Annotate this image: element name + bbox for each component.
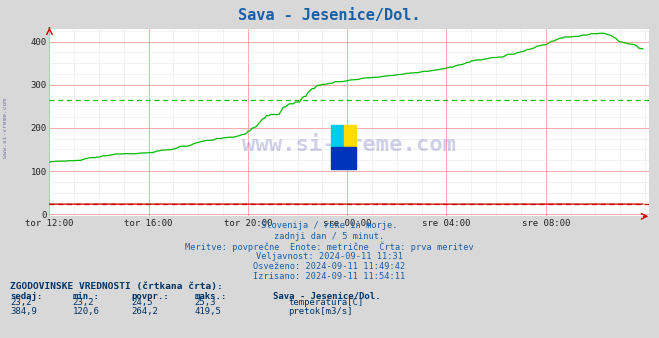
Text: Osveženo: 2024-09-11 11:49:42: Osveženo: 2024-09-11 11:49:42 [253,262,406,271]
Text: 384,9: 384,9 [10,307,37,316]
Text: pretok[m3/s]: pretok[m3/s] [288,307,353,316]
Text: 419,5: 419,5 [194,307,221,316]
Text: Sava - Jesenice/Dol.: Sava - Jesenice/Dol. [239,8,420,23]
Text: 264,2: 264,2 [132,307,159,316]
Text: Slovenija / reke in morje.: Slovenija / reke in morje. [261,221,398,231]
Text: www.si-vreme.com: www.si-vreme.com [3,98,8,159]
Bar [344,147,357,169]
Text: 25,3: 25,3 [194,298,216,308]
Text: www.si-vreme.com: www.si-vreme.com [243,135,456,155]
Text: 120,6: 120,6 [72,307,100,316]
Text: 23,2: 23,2 [72,298,94,308]
Text: zadnji dan / 5 minut.: zadnji dan / 5 minut. [274,232,385,241]
Text: Sava - Jesenice/Dol.: Sava - Jesenice/Dol. [273,292,381,301]
Text: temperatura[C]: temperatura[C] [288,298,363,308]
Text: ZGODOVINSKE VREDNOSTI (črtkana črta):: ZGODOVINSKE VREDNOSTI (črtkana črta): [10,282,223,291]
Bar [344,125,357,147]
Bar [331,125,344,147]
Text: min.:: min.: [72,292,100,301]
Text: Izrisano: 2024-09-11 11:54:11: Izrisano: 2024-09-11 11:54:11 [253,272,406,281]
Text: Veljavnost: 2024-09-11 11:31: Veljavnost: 2024-09-11 11:31 [256,252,403,261]
Text: maks.:: maks.: [194,292,227,301]
Text: 24,5: 24,5 [132,298,154,308]
Text: 23,2: 23,2 [10,298,32,308]
Text: Meritve: povprečne  Enote: metrične  Črta: prva meritev: Meritve: povprečne Enote: metrične Črta:… [185,242,474,252]
Text: povpr.:: povpr.: [132,292,169,301]
Bar [331,147,344,169]
Text: sedaj:: sedaj: [10,292,42,301]
